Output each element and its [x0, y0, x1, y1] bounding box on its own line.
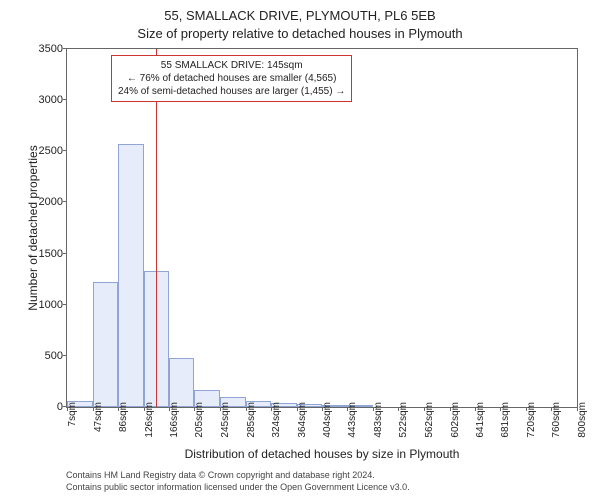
y-tick-label: 1000 — [29, 299, 63, 311]
y-tick-label: 3500 — [29, 43, 63, 55]
x-tick-mark — [500, 407, 501, 411]
x-tick-label: 7sqm — [67, 402, 78, 426]
annotation-line2: ← 76% of detached houses are smaller (4,… — [118, 72, 345, 85]
x-tick-mark — [246, 407, 247, 411]
x-tick-mark — [297, 407, 298, 411]
x-tick-label: 324sqm — [271, 402, 282, 438]
x-tick-mark — [424, 407, 425, 411]
x-tick-label: 641sqm — [475, 402, 486, 438]
x-tick-mark — [194, 407, 195, 411]
y-tick-label: 3000 — [29, 94, 63, 106]
x-tick-label: 126sqm — [144, 402, 155, 438]
x-tick-label: 47sqm — [93, 402, 104, 432]
y-tick-mark — [63, 253, 67, 254]
x-tick-label: 522sqm — [398, 402, 409, 438]
x-tick-label: 681sqm — [500, 402, 511, 438]
annotation-box: 55 SMALLACK DRIVE: 145sqm ← 76% of detac… — [111, 55, 352, 102]
x-tick-label: 562sqm — [424, 402, 435, 438]
marker-vertical-line — [156, 49, 157, 407]
y-tick-label: 500 — [29, 350, 63, 362]
x-tick-label: 364sqm — [297, 402, 308, 438]
x-tick-label: 602sqm — [450, 402, 461, 438]
x-tick-label: 483sqm — [373, 402, 384, 438]
histogram-bar — [93, 282, 118, 407]
y-tick-mark — [63, 304, 67, 305]
x-tick-mark — [475, 407, 476, 411]
x-axis-label: Distribution of detached houses by size … — [67, 447, 577, 461]
x-tick-label: 800sqm — [577, 402, 588, 438]
x-tick-mark — [526, 407, 527, 411]
x-tick-label: 720sqm — [526, 402, 537, 438]
x-tick-mark — [347, 407, 348, 411]
y-tick-mark — [63, 48, 67, 49]
x-tick-mark — [144, 407, 145, 411]
x-tick-mark — [551, 407, 552, 411]
page-subtitle: Size of property relative to detached ho… — [0, 26, 600, 41]
y-tick-label: 1500 — [29, 248, 63, 260]
y-tick-mark — [63, 99, 67, 100]
x-tick-label: 443sqm — [347, 402, 358, 438]
x-tick-mark — [450, 407, 451, 411]
x-tick-mark — [577, 407, 578, 411]
y-tick-label: 2000 — [29, 196, 63, 208]
y-tick-mark — [63, 355, 67, 356]
y-tick-label: 0 — [29, 401, 63, 413]
x-tick-mark — [67, 407, 68, 411]
x-tick-label: 245sqm — [220, 402, 231, 438]
page-title-address: 55, SMALLACK DRIVE, PLYMOUTH, PL6 5EB — [0, 8, 600, 23]
x-tick-label: 205sqm — [194, 402, 205, 438]
x-tick-mark — [322, 407, 323, 411]
x-tick-label: 760sqm — [551, 402, 562, 438]
credit-line-1: Contains HM Land Registry data © Crown c… — [66, 470, 578, 482]
y-axis-label: Number of detached properties — [26, 145, 40, 310]
credit-line-2: Contains public sector information licen… — [66, 482, 578, 494]
x-tick-label: 86sqm — [118, 402, 129, 432]
histogram-plot: Number of detached properties Distributi… — [66, 48, 578, 408]
x-tick-mark — [398, 407, 399, 411]
histogram-bar — [118, 144, 144, 407]
y-tick-mark — [63, 201, 67, 202]
x-tick-mark — [169, 407, 170, 411]
x-tick-mark — [93, 407, 94, 411]
x-tick-mark — [118, 407, 119, 411]
annotation-line3: 24% of semi-detached houses are larger (… — [118, 85, 345, 98]
x-tick-label: 166sqm — [169, 402, 180, 438]
x-tick-mark — [373, 407, 374, 411]
x-tick-mark — [220, 407, 221, 411]
annotation-line1: 55 SMALLACK DRIVE: 145sqm — [118, 59, 345, 72]
x-tick-label: 285sqm — [246, 402, 257, 438]
x-tick-label: 404sqm — [322, 402, 333, 438]
y-tick-label: 2500 — [29, 145, 63, 157]
histogram-bar — [169, 358, 194, 407]
y-tick-mark — [63, 150, 67, 151]
x-tick-mark — [271, 407, 272, 411]
